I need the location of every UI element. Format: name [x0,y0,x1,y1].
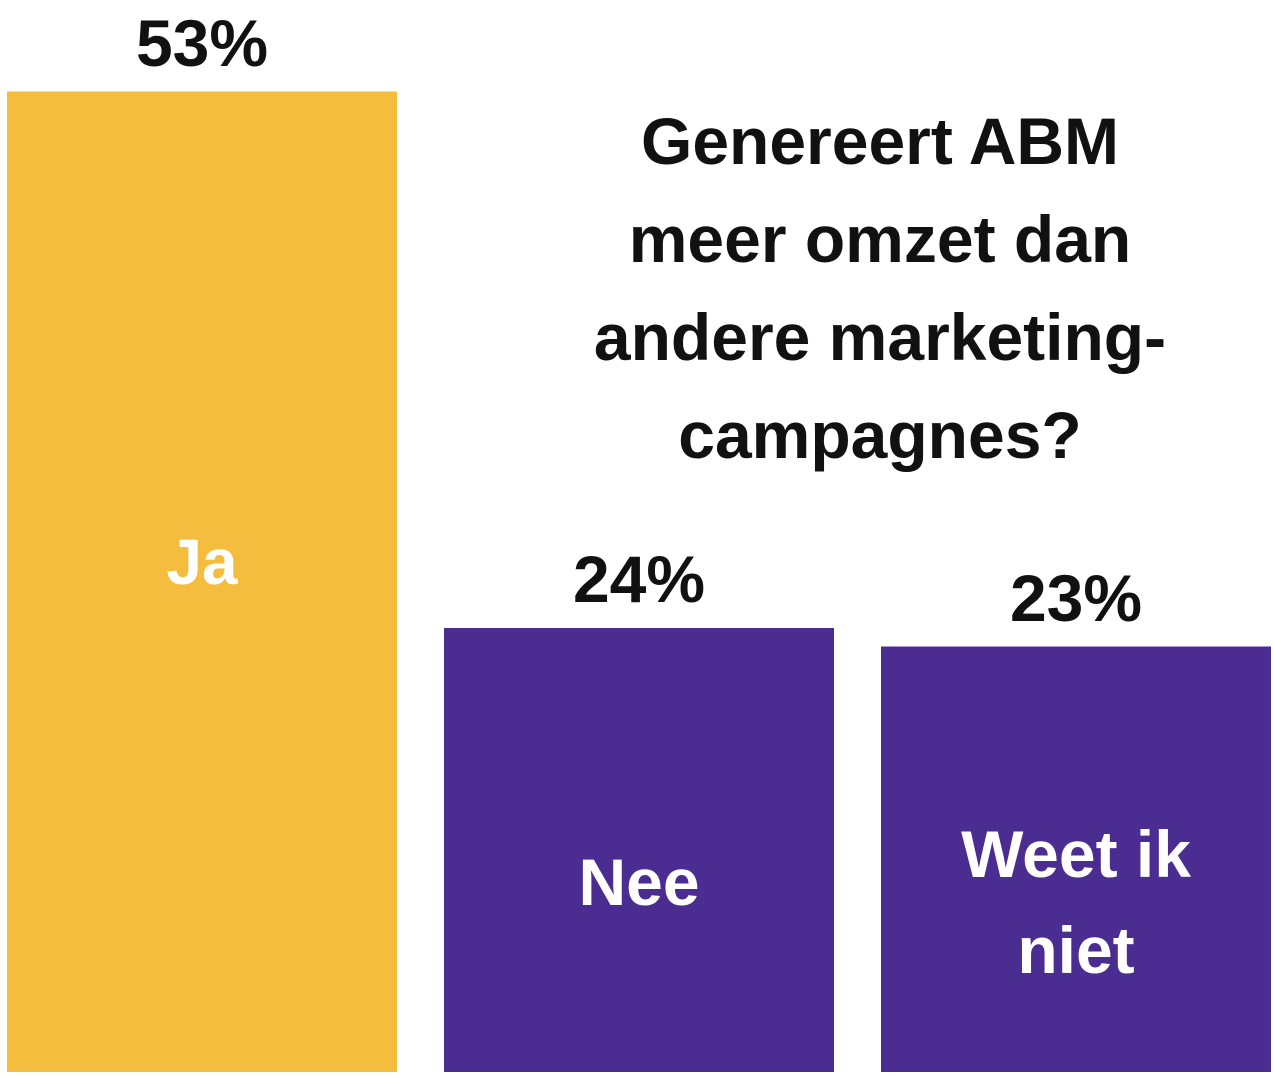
category-label-ja: Ja [166,526,238,598]
bar-nee [444,628,834,1072]
bar-ja [7,91,397,1072]
bar-weet-ik-niet [881,646,1271,1072]
chart-title: Genereert ABM meer omzet dan andere mark… [593,104,1167,472]
value-label-nee: 24% [572,542,706,616]
category-label-weet-ik-niet: Weet ik niet [961,817,1191,987]
value-label-ja: 53% [135,5,269,80]
value-label-weet-ik-niet: 23% [1009,560,1143,635]
category-label-nee: Nee [578,845,700,919]
